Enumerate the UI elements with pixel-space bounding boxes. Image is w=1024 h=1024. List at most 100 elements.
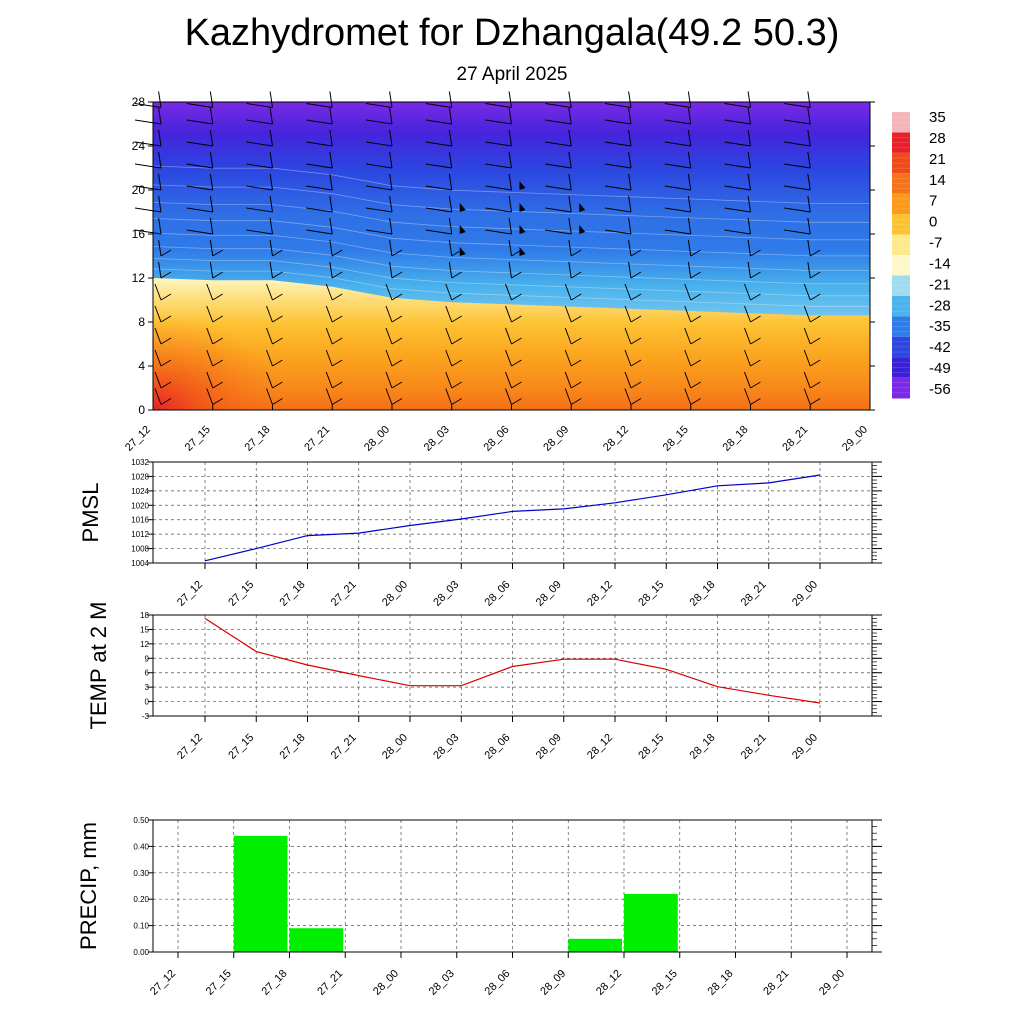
wind-pennant [459, 203, 466, 212]
wind-barb-feather [186, 103, 213, 108]
wind-barb [568, 173, 572, 191]
wind-barb [154, 371, 162, 389]
wind-barb [624, 388, 632, 405]
wind-barb [568, 195, 572, 213]
wind-barb [389, 129, 393, 147]
wind-barb [807, 91, 811, 108]
wind-barb-feather [425, 119, 452, 125]
warm-spot [153, 250, 373, 410]
wind-barb [385, 388, 393, 405]
y-tick-label: 0.40 [133, 842, 149, 851]
wind-barb-feather [212, 249, 223, 257]
y-tick-label: 0 [145, 698, 150, 707]
wind-barb [206, 371, 214, 389]
wind-barb [624, 283, 632, 301]
y-axis-label: TEMP at 2 M [86, 602, 111, 730]
wind-barb-feather [134, 163, 162, 169]
wind-barb-feather [545, 141, 572, 147]
wind-barb-feather [451, 315, 462, 323]
wind-barb-feather [690, 381, 701, 389]
x-tick-label: 28_18 [721, 424, 751, 454]
x-tick-label: 28_09 [541, 424, 571, 454]
x-tick-label: 28_15 [661, 424, 691, 454]
x-tick-label: 28_03 [431, 579, 461, 609]
y-tick-label: 24 [132, 139, 146, 153]
x-tick-label: 28_21 [739, 579, 769, 609]
wind-barb [325, 349, 333, 367]
x-tick-label: 28_12 [585, 732, 615, 762]
wind-barb-feather [485, 229, 512, 235]
y-tick-label: 1012 [131, 530, 149, 539]
wind-barb-feather [186, 119, 213, 125]
wind-barb [385, 371, 393, 389]
wind-barb-feather [485, 141, 512, 147]
wind-barb [269, 261, 273, 279]
wind-barb-feather [306, 185, 333, 191]
wind-barb [269, 173, 273, 191]
colorbar-swatch [892, 112, 910, 133]
wind-barb [508, 239, 512, 257]
colorbar-label: 21 [929, 151, 946, 168]
wind-barb [628, 129, 632, 147]
colorbar-label: -56 [929, 381, 951, 398]
wind-barb [269, 129, 273, 147]
wind-barb-feather [160, 271, 172, 279]
wind-barb-feather [332, 337, 343, 345]
wind-barb-feather [571, 315, 582, 323]
wind-barb [628, 173, 632, 191]
wind-barb [684, 305, 692, 323]
wind-barb [329, 239, 333, 257]
y-tick-label: 1008 [131, 545, 149, 554]
x-tick-label: 27_12 [175, 732, 205, 762]
wind-barb-feather [571, 398, 582, 405]
wind-barb [448, 129, 453, 147]
wind-barb-feather [511, 337, 522, 345]
wind-barb [803, 349, 811, 367]
wind-barb-feather [571, 293, 582, 301]
x-tick-label: 28_15 [650, 968, 680, 998]
wind-barb-feather [160, 337, 172, 345]
wind-barb-feather [272, 398, 283, 405]
x-tick-label: 28_18 [688, 579, 718, 609]
wind-barb [325, 371, 333, 389]
wind-barb [448, 107, 453, 125]
contour-line [152, 268, 870, 307]
wind-barb [687, 91, 692, 108]
wind-barb [445, 349, 453, 367]
colorbar-swatch [892, 275, 910, 297]
wind-barb-feather [246, 103, 273, 108]
wind-barb [329, 107, 333, 125]
wind-barb [564, 283, 572, 301]
wind-barb-feather [272, 249, 283, 257]
y-tick-label: 12 [140, 640, 149, 649]
y-tick-label: 16 [132, 227, 146, 241]
y-tick-label: 1016 [131, 516, 149, 525]
wind-barb [154, 388, 162, 405]
y-tick-label: 1024 [131, 487, 149, 496]
wind-barb-feather [425, 185, 452, 191]
wind-pennant [519, 225, 526, 234]
wind-barb-feather [272, 359, 283, 367]
wind-barb [269, 195, 273, 213]
wind-barb [158, 91, 162, 108]
wind-barb-feather [425, 207, 452, 213]
wind-barb [206, 305, 214, 323]
colorbar-swatch [892, 357, 910, 379]
wind-barb [807, 217, 811, 235]
wind-barb [807, 261, 811, 279]
colorbar-label: 7 [929, 193, 937, 210]
wind-barb [445, 371, 453, 389]
wind-barb-feather [690, 398, 701, 405]
wind-barb-feather [784, 141, 811, 147]
wind-barb [269, 151, 273, 169]
wind-barb [568, 129, 572, 147]
wind-barb-feather [630, 271, 642, 279]
colorbar-label: -7 [929, 235, 942, 252]
wind-barb [624, 371, 632, 389]
y-tick-label: 1028 [131, 472, 149, 481]
contour-line [152, 246, 870, 285]
x-tick-label: 27_18 [243, 424, 273, 454]
wind-barb-feather [391, 293, 403, 301]
series-line [204, 474, 821, 562]
colorbar-swatch [892, 377, 910, 399]
